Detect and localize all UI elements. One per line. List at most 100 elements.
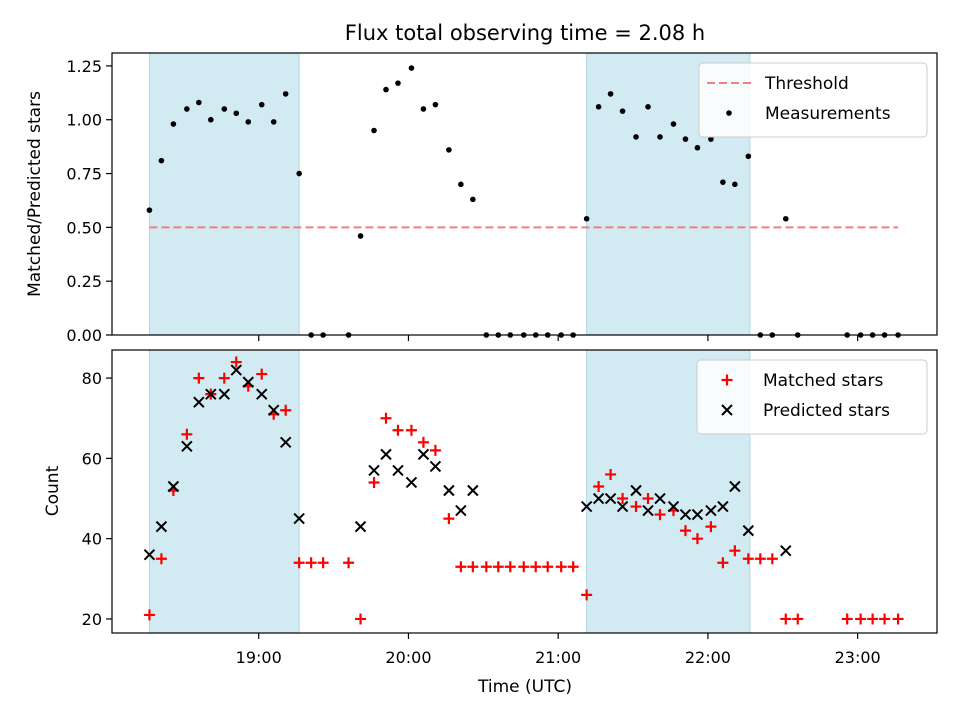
data-point: [879, 613, 891, 625]
data-point: [256, 388, 268, 400]
y-tick-label: 0.25: [66, 272, 102, 291]
data-point: [218, 372, 230, 384]
data-point: [754, 553, 766, 565]
data-point: [492, 561, 504, 573]
legend-label: Threshold: [764, 74, 849, 94]
data-point: [458, 181, 464, 188]
data-point: [717, 557, 729, 569]
data-point: [296, 170, 302, 177]
data-point: [405, 476, 418, 489]
x-tick-label: 22:00: [685, 648, 731, 667]
data-point: [155, 520, 168, 533]
data-point: [595, 104, 602, 110]
data-point: [630, 501, 642, 513]
data-point: [619, 108, 626, 114]
y-tick-label: 0.00: [66, 326, 102, 345]
shaded-interval: [148, 349, 300, 634]
data-point: [357, 233, 364, 239]
data-point: [705, 521, 717, 533]
data-point: [417, 448, 430, 461]
y-axis-label-bottom: Count: [43, 465, 63, 516]
data-point: [705, 504, 717, 517]
data-point: [230, 356, 242, 368]
x-tick-label: 23:00: [835, 648, 881, 667]
data-point: [429, 460, 442, 473]
data-point: [256, 368, 268, 380]
data-point: [158, 157, 165, 164]
data-point: [417, 436, 429, 448]
data-point: [470, 196, 476, 203]
data-point: [395, 80, 401, 86]
x-tick-label: 19:00: [236, 648, 282, 667]
legend-marker: [721, 374, 733, 386]
data-point: [181, 440, 193, 453]
data-point: [654, 509, 666, 521]
data-point: [193, 372, 205, 384]
data-point: [443, 513, 455, 525]
data-point: [616, 500, 629, 513]
x-tick-label: 21:00: [535, 648, 581, 667]
data-point: [630, 484, 642, 497]
data-point: [782, 215, 789, 222]
bottom-panel: 20 40 60 80 19:00 20:00 21:00 22:00 23:00 Matched…: [82, 349, 938, 667]
data-point: [446, 147, 452, 153]
data-point: [729, 545, 741, 557]
data-point: [242, 376, 254, 388]
data-point: [766, 553, 778, 565]
axes-frame: [111, 349, 938, 634]
legend: Threshold Measurements: [698, 62, 928, 138]
data-point: [792, 613, 804, 625]
data-point: [184, 106, 190, 112]
data-point: [354, 520, 367, 533]
data-point: [420, 106, 427, 112]
data-point: [742, 524, 755, 537]
y-tick-label: 1.00: [66, 111, 102, 130]
chart-title: Flux total observing time = 2.08 h: [345, 21, 705, 45]
series-x: [143, 364, 792, 561]
data-point: [642, 504, 654, 517]
data-point: [691, 533, 703, 545]
data-point: [293, 512, 305, 525]
data-point: [143, 609, 155, 621]
data-point: [317, 557, 329, 569]
shaded-interval: [148, 52, 300, 336]
data-point: [745, 153, 752, 160]
data-point: [780, 613, 792, 625]
legend-label: Predicted stars: [763, 401, 890, 421]
data-point: [383, 86, 389, 93]
data-point: [742, 553, 754, 565]
data-point: [720, 179, 726, 185]
y-tick-label: 1.25: [66, 57, 102, 76]
data-point: [679, 525, 691, 537]
legend-label: Matched stars: [763, 371, 883, 391]
data-point: [282, 91, 289, 97]
data-point: [467, 561, 479, 573]
data-point: [143, 549, 156, 561]
legend-box: [698, 62, 928, 138]
data-point: [667, 500, 680, 513]
data-point: [208, 116, 214, 123]
data-point: [732, 181, 738, 188]
data-point: [580, 500, 593, 513]
y-tick-label: 20: [82, 610, 102, 629]
data-point: [392, 464, 404, 477]
data-point: [368, 476, 380, 488]
data-point: [443, 484, 455, 497]
data-point: [679, 508, 692, 521]
data-point: [305, 557, 317, 569]
data-point: [155, 553, 167, 565]
data-point: [293, 557, 305, 569]
data-point: [555, 561, 567, 573]
data-point: [729, 480, 741, 493]
y-tick-label: 80: [82, 369, 102, 388]
data-point: [380, 448, 392, 461]
data-point: [530, 561, 542, 573]
data-point: [691, 508, 704, 521]
data-point: [542, 561, 554, 573]
x-tick-label: 20:00: [385, 648, 431, 667]
data-point: [371, 127, 377, 134]
data-point: [855, 613, 867, 625]
legend-marker: [721, 404, 733, 416]
data-point: [170, 121, 177, 127]
data-point: [604, 492, 617, 505]
